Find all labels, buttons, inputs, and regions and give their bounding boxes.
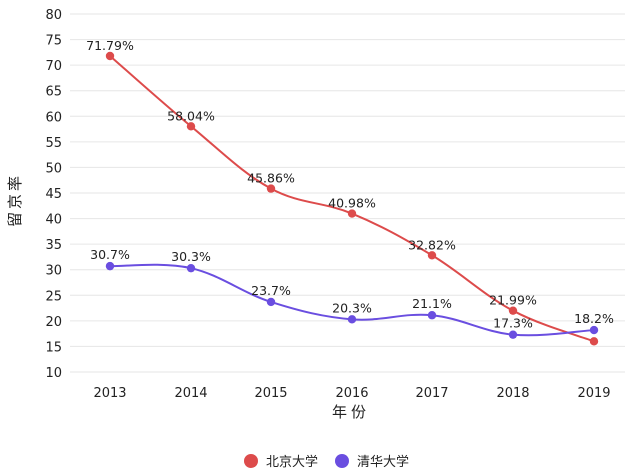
y-tick-label: 45 <box>45 187 62 202</box>
data-label: 30.3% <box>171 249 211 264</box>
x-tick-label: 2017 <box>415 386 448 401</box>
data-label: 40.98% <box>328 196 376 211</box>
data-point <box>427 251 437 260</box>
y-tick-label: 65 <box>45 85 62 100</box>
x-tick-label: 2016 <box>335 386 368 401</box>
series-layer <box>105 51 599 346</box>
data-point <box>186 122 196 131</box>
data-label: 18.2% <box>574 311 614 326</box>
data-point <box>266 297 276 307</box>
data-label: 71.79% <box>86 38 134 53</box>
data-label: 23.7% <box>251 283 291 298</box>
data-label: 30.7% <box>90 247 130 262</box>
data-label: 21.99% <box>489 293 537 308</box>
data-point <box>347 209 357 218</box>
y-tick-label: 25 <box>45 289 62 304</box>
y-axis-title: 留京率 <box>6 173 24 227</box>
data-point <box>589 337 599 346</box>
y-tick-label: 50 <box>45 161 62 176</box>
y-tick-label: 15 <box>45 340 62 355</box>
y-tick-label: 55 <box>45 136 62 151</box>
y-axis-ticks: 10 15 20 25 30 35 40 45 50 55 60 65 70 75 80 <box>45 8 62 381</box>
data-point <box>427 311 437 320</box>
y-tick-label: 60 <box>45 110 62 125</box>
x-tick-label: 2019 <box>577 386 610 401</box>
y-tick-label: 35 <box>45 238 62 253</box>
data-point <box>105 51 115 61</box>
data-point <box>186 263 196 273</box>
data-point <box>266 184 276 193</box>
data-label: 20.3% <box>332 300 372 315</box>
legend-label: 清华大学 <box>357 454 409 470</box>
x-axis-title: 年份 <box>332 403 370 421</box>
data-label: 58.04% <box>167 108 215 123</box>
data-point <box>589 325 599 335</box>
data-label: 32.82% <box>408 237 456 252</box>
data-point <box>347 315 357 324</box>
y-tick-label: 75 <box>45 34 62 49</box>
data-label: 17.3% <box>493 316 533 331</box>
y-tick-label: 10 <box>45 366 62 381</box>
legend: 北京大学 清华大学 <box>244 454 409 470</box>
data-point <box>508 306 518 315</box>
x-tick-label: 2014 <box>174 386 207 401</box>
y-tick-label: 80 <box>45 8 62 23</box>
y-tick-label: 70 <box>45 59 62 74</box>
y-tick-label: 40 <box>45 213 62 228</box>
legend-marker <box>244 454 258 468</box>
y-tick-label: 30 <box>45 264 62 279</box>
data-point <box>105 261 115 271</box>
data-point <box>508 330 518 339</box>
grid-layer <box>70 13 625 373</box>
legend-label: 北京大学 <box>266 454 318 470</box>
y-tick-label: 20 <box>45 315 62 330</box>
data-label: 45.86% <box>247 171 295 186</box>
x-tick-label: 2015 <box>254 386 287 401</box>
x-tick-label: 2013 <box>93 386 126 401</box>
x-axis-ticks: 2013 2014 2015 2016 2017 2018 2019 <box>93 386 610 401</box>
x-tick-label: 2018 <box>496 386 529 401</box>
legend-marker <box>335 454 349 468</box>
data-labels: 71.79% 58.04% 45.86% 40.98% 32.82% 21.99% 30.7… <box>86 38 614 331</box>
data-label: 21.1% <box>412 296 452 311</box>
